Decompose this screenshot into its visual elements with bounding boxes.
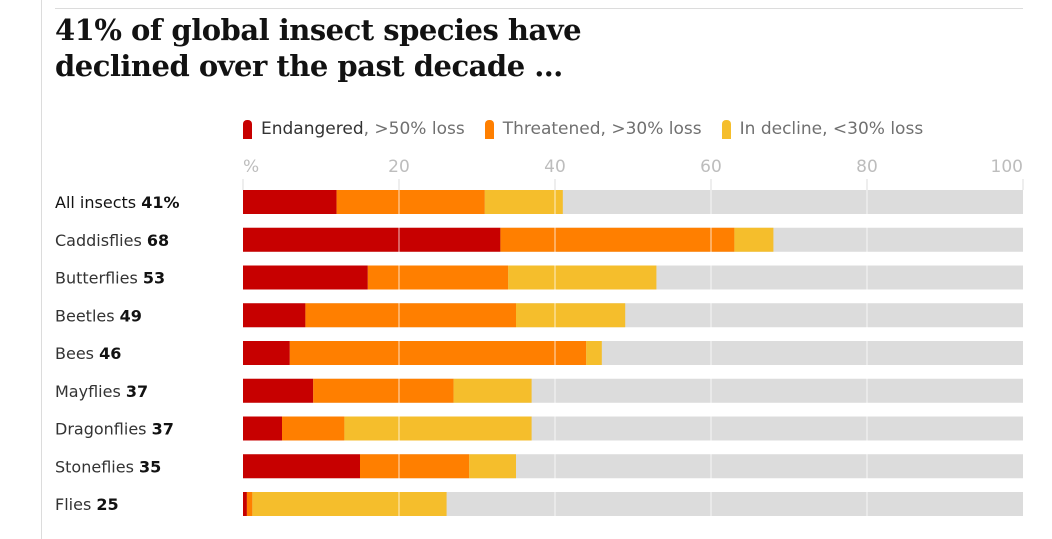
category-label: Beetles 49 (55, 306, 142, 325)
bar-segment (246, 492, 253, 516)
legend-swatch-in-decline (721, 119, 731, 139)
x-tick-label: 40 (544, 157, 566, 177)
bar-segment (336, 190, 485, 214)
x-tick-label: 60 (700, 157, 722, 177)
bar-segment (243, 303, 306, 328)
x-tick-label: % (243, 157, 259, 177)
bar-segment (484, 190, 563, 214)
category-label: Stoneflies 35 (55, 457, 161, 476)
bar-segment (586, 341, 602, 365)
bar-segment (243, 265, 368, 290)
category-label: Bees 46 (55, 344, 121, 363)
bar-segment (453, 378, 532, 403)
bar-segment (243, 190, 337, 214)
category-label: Butterflies 53 (55, 269, 165, 288)
category-label: Dragonflies 37 (55, 420, 174, 439)
legend-label-endangered: Endangered (261, 119, 364, 139)
chart-title: 41% of global insect species have declin… (55, 13, 582, 83)
bar-segment (516, 303, 626, 328)
legend-item-threatened: Threatened, >30% loss (484, 119, 702, 139)
x-tick-label: 100 (991, 157, 1023, 177)
legend-swatch-endangered (243, 119, 252, 139)
bar-segment (508, 265, 657, 290)
legend-suffix-in-decline: , <30% loss (822, 119, 924, 139)
x-tick-label: 20 (388, 157, 410, 177)
x-tick-label: 80 (856, 157, 878, 177)
category-label: All insects 41% (55, 193, 179, 212)
top-divider (55, 8, 1023, 9)
category-label: Flies 25 (55, 495, 119, 514)
legend-item-endangered: Endangered, >50% loss (243, 119, 465, 139)
bar-segment (500, 227, 735, 252)
bar-segment (243, 378, 314, 403)
legend-label-in-decline: In decline (739, 119, 823, 139)
legend: Endangered, >50% loss Threatened, >30% l… (243, 116, 943, 142)
bar-segment (360, 454, 470, 479)
legend-swatch-threatened (484, 119, 494, 139)
left-divider (41, 0, 42, 539)
legend-item-in-decline: In decline, <30% loss (721, 119, 924, 139)
bar-segment (243, 492, 247, 516)
bar-segment (313, 378, 454, 403)
bar-segment (305, 303, 516, 328)
legend-suffix-threatened: , >30% loss (600, 119, 702, 139)
bar-segment (469, 454, 516, 479)
category-label: Caddisflies 68 (55, 231, 169, 250)
category-label: Mayflies 37 (55, 382, 148, 401)
bar-segment (282, 416, 345, 441)
bar-segment (734, 227, 774, 252)
bar-segment (243, 341, 290, 365)
legend-suffix-endangered: , >50% loss (363, 119, 465, 139)
legend-label-threatened: Threatened (502, 119, 601, 139)
bar-segment (243, 416, 282, 441)
bar-segment (252, 492, 447, 516)
bar-segment (243, 454, 360, 479)
bar-segment (367, 265, 509, 290)
bar-segment (344, 416, 532, 441)
bar-segment (243, 227, 501, 252)
bar-segment (289, 341, 587, 365)
